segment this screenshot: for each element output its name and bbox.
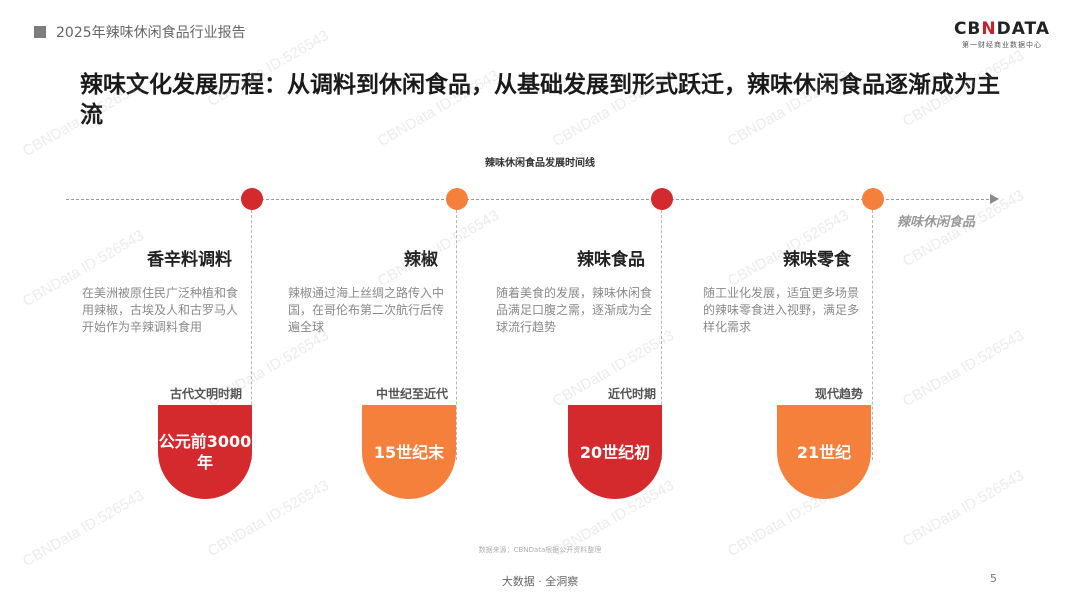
timeline-dot [446, 188, 468, 210]
timeline-connector [872, 210, 873, 460]
event-era: 现代趋势 [814, 387, 863, 401]
event-name: 香辛料调料 [147, 250, 232, 270]
timeline-dot [862, 188, 884, 210]
event-description: 在美洲被原住民广泛种植和食用辣椒，古埃及人和古罗马人开始作为辛辣调料食用 [82, 286, 239, 334]
timeline-axis [66, 199, 994, 200]
event-era: 近代时期 [607, 387, 656, 401]
arrow-right-icon [990, 194, 999, 204]
event-name: 辣椒 [404, 250, 438, 270]
header-square-icon [34, 26, 46, 38]
event-era: 中世纪至近代 [375, 387, 448, 401]
slide-title: 辣味文化发展历程：从调料到休闲食品，从基础发展到形式跃迁，辣味休闲食品逐渐成为主… [80, 72, 1000, 128]
timeline-connector [661, 210, 662, 460]
logo-subtitle: 第一财经商业数据中心 [961, 41, 1042, 49]
timeline-connector [456, 210, 457, 460]
cbndata-logo: CBNDATA 第一财经商业数据中心 [954, 20, 1050, 50]
timeline-end-label: 辣味休闲食品 [897, 215, 976, 230]
timeline-connector [251, 210, 252, 460]
event-name: 辣味零食 [783, 250, 851, 270]
event-date-badge: 15世纪末 [362, 405, 456, 499]
event-description: 辣椒通过海上丝绸之路传入中国，在哥伦布第二次航行后传遍全球 [288, 286, 445, 334]
timeline-dot [651, 188, 673, 210]
event-date-badge: 21世纪 [777, 405, 871, 499]
logo-wordmark: CBNDATA [953, 19, 1050, 39]
event-era: 古代文明时期 [169, 387, 242, 401]
event-date-badge: 20世纪初 [568, 405, 662, 499]
watermark: CBNData ID:526543 [899, 326, 1027, 411]
report-header: 2025年辣味休闲食品行业报告 [34, 22, 246, 42]
timeline-title: 辣味休闲食品发展时间线 [485, 158, 595, 169]
data-source: 数据来源：CBNData根据公开资料整理 [478, 546, 602, 554]
timeline-dot [241, 188, 263, 210]
watermark: CBNData ID:526543 [899, 466, 1027, 551]
report-title: 2025年辣味休闲食品行业报告 [56, 25, 246, 41]
event-description: 随着美食的发展，辣味休闲食品满足口腹之需，逐渐成为全球流行趋势 [496, 286, 653, 334]
event-description: 随工业化发展，适宜更多场景的辣味零食进入视野，满足多样化需求 [703, 286, 860, 334]
event-name: 辣味食品 [577, 250, 645, 270]
footer-tagline: 大数据 · 全洞察 [501, 575, 579, 588]
watermark: CBNData ID:526543 [19, 486, 147, 571]
event-date-badge: 公元前3000年 [158, 405, 252, 499]
page-number: 5 [990, 572, 997, 585]
